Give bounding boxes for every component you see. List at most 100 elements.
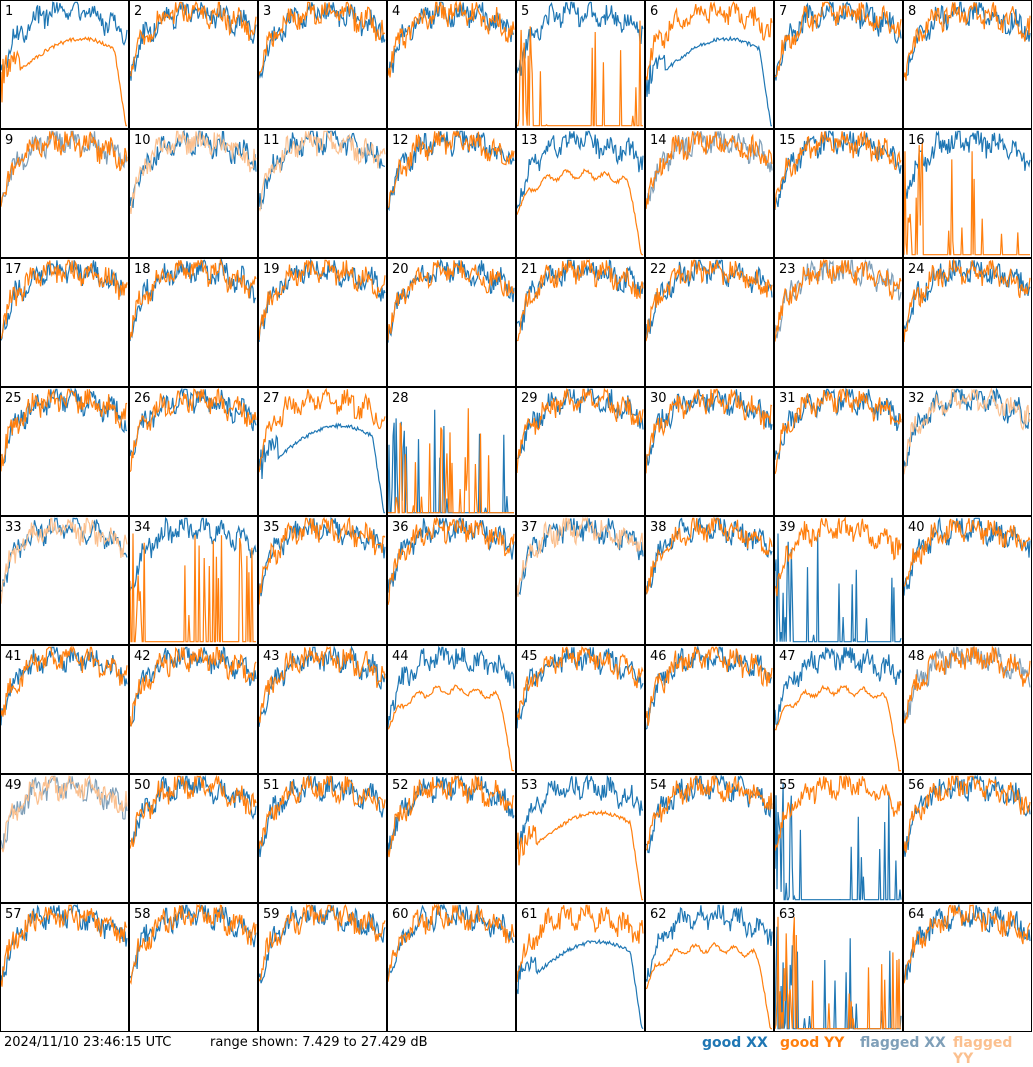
panel-10: 10 [129,129,258,258]
series-yy-2 [129,0,257,77]
series-yy-24 [903,258,1031,343]
panel-border [129,774,258,903]
series-yy-50 [129,774,257,849]
panel-number: 21 [521,262,538,277]
panel-number: 40 [908,520,925,535]
panel-number: 6 [650,4,658,19]
panel-number: 11 [263,133,280,148]
panel-45: 45 [516,645,645,774]
panel-number: 12 [392,133,409,148]
panel-border [645,774,774,903]
panel-number: 38 [650,520,667,535]
timestamp: 2024/11/10 23:46:15 UTC [4,1035,172,1050]
panel-53: 53 [516,774,645,903]
series-yy-9 [0,131,128,207]
panel-46: 46 [645,644,774,774]
series-yy-63 [774,916,901,1030]
panel-number: 42 [134,649,151,664]
series-yy-35 [258,516,386,605]
panel-50: 50 [129,774,258,903]
panel-border [129,903,258,1032]
series-xx-48 [903,645,1031,721]
panel-border [258,645,387,774]
panel-border [387,129,516,258]
series-yy-64 [903,904,1031,984]
panel-number: 54 [650,778,667,793]
panel-border [645,0,774,129]
panel-number: 51 [263,778,280,793]
panel-number: 53 [521,778,538,793]
legend-flagged-xx: flagged XX [860,1035,946,1051]
panel-border [903,516,1032,645]
panel-number: 55 [779,778,796,793]
panel-border [258,0,387,129]
panel-border [0,516,129,645]
series-yy-58 [129,903,257,985]
panel-44: 44 [387,645,516,774]
series-yy-53 [516,809,643,901]
panel-number: 23 [779,262,796,277]
series-yy-22 [645,259,773,342]
series-yy-36 [387,516,515,606]
series-xx-44 [387,645,515,728]
series-yy-7 [774,1,902,78]
panel-56: 56 [903,774,1032,903]
panel-border [387,903,516,1032]
panel-61: 61 [516,903,645,1032]
series-xx-27 [258,422,385,514]
panel-42: 42 [129,645,258,774]
series-yy-12 [387,131,515,209]
series-yy-43 [258,645,386,723]
series-xx-6 [645,35,772,127]
panel-number: 47 [779,649,796,664]
series-yy-1 [0,36,127,127]
panel-9: 9 [0,129,129,258]
panel-border [129,258,258,387]
series-xx-36 [387,517,515,593]
panel-number: 44 [392,649,409,664]
legend-good-xx: good XX [702,1035,768,1051]
series-xx-60 [387,903,514,978]
legend-flagged-yy: flagged YY [953,1035,1013,1067]
panel-border [645,645,774,774]
panel-border [258,903,387,1032]
panel-12: 12 [387,129,516,258]
panel-8: 8 [903,0,1032,129]
panel-number: 2 [134,4,142,19]
panel-border [516,516,645,645]
panel-15: 15 [774,129,903,258]
panel-number: 19 [263,262,280,277]
panel-border [387,387,516,516]
panel-57: 57 [0,903,129,1032]
footer: 2024/11/10 23:46:15 UTC range shown: 7.4… [0,1033,1033,1067]
series-yy-33 [0,517,128,604]
panel-3: 3 [258,0,387,129]
panel-border [774,774,903,903]
panel-border [903,903,1032,1032]
panel-43: 43 [258,645,387,774]
series-yy-11 [258,130,386,212]
panel-number: 62 [650,907,667,922]
panel-number: 58 [134,907,151,922]
panel-59: 59 [258,903,387,1032]
panel-number: 9 [5,133,13,148]
panel-number: 24 [908,262,925,277]
series-xx-47 [774,647,902,727]
panel-36: 36 [387,516,516,645]
panel-border [0,387,129,516]
panel-60: 60 [387,903,516,1032]
panel-54: 54 [645,773,774,903]
panel-number: 56 [908,778,925,793]
panel-border [129,645,258,774]
panel-27: 27 [258,387,387,516]
series-xx-39 [774,533,902,643]
series-yy-37 [516,516,644,597]
panel-border [645,387,774,516]
panel-48: 48 [903,645,1032,774]
panel-border [0,0,129,129]
series-xx-58 [129,904,257,980]
panel-64: 64 [903,903,1032,1032]
panel-5: 5 [516,0,645,129]
series-yy-23 [774,258,902,342]
series-yy-47 [775,684,901,772]
